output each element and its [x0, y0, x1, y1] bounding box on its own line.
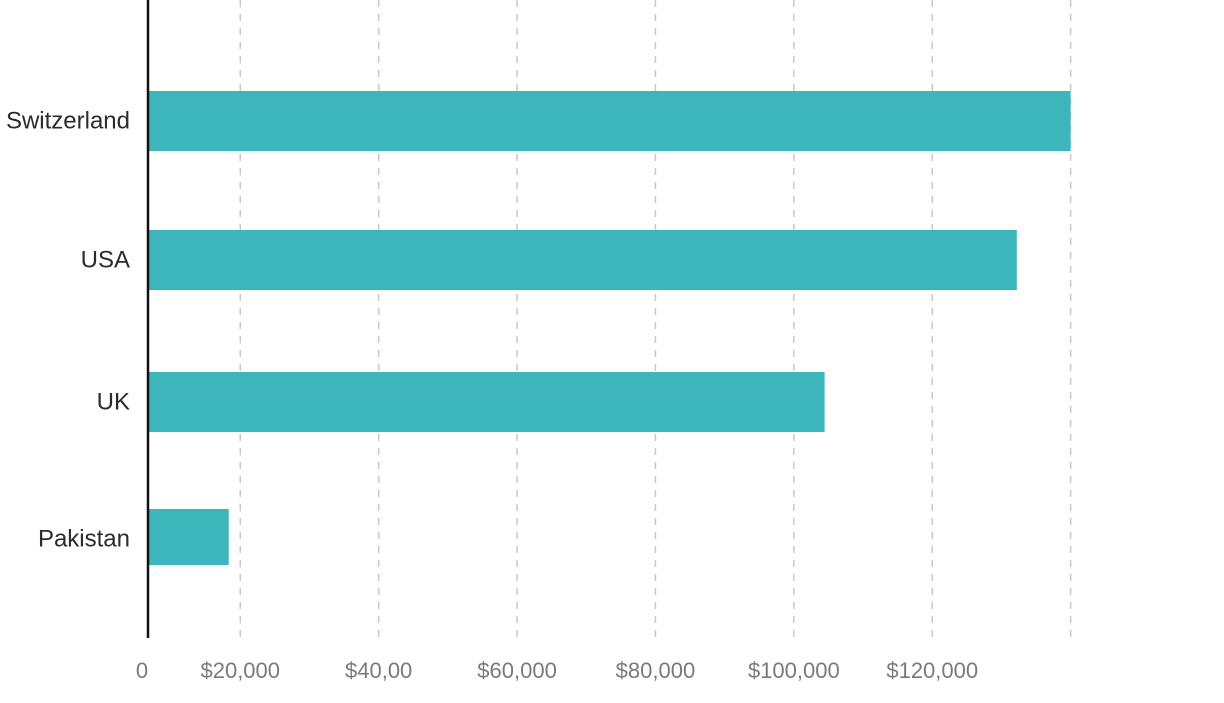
x-tick-label-6: $120,000	[886, 658, 978, 683]
x-tick-labels: 0 $20,000 $40,00 $60,000 $80,000 $100,000 $120…	[136, 658, 978, 683]
bar-uk	[148, 372, 825, 432]
bar-pakistan	[148, 509, 229, 565]
category-label-usa: USA	[81, 247, 130, 274]
category-label-switzerland: Switzerland	[6, 108, 130, 135]
bar-switzerland	[148, 91, 1071, 151]
x-tick-label-3: $60,000	[477, 658, 557, 683]
category-label-uk: UK	[97, 389, 130, 416]
x-tick-label-5: $100,000	[748, 658, 840, 683]
x-tick-label-2: $40,00	[345, 658, 412, 683]
category-label-pakistan: Pakistan	[38, 526, 130, 553]
category-labels: Switzerland USA UK Pakistan	[6, 108, 130, 553]
x-tick-label-1: $20,000	[200, 658, 280, 683]
x-tick-label-4: $80,000	[616, 658, 696, 683]
x-tick-label-0: 0	[136, 658, 148, 683]
bars	[148, 91, 1071, 565]
bar-usa	[148, 230, 1017, 290]
